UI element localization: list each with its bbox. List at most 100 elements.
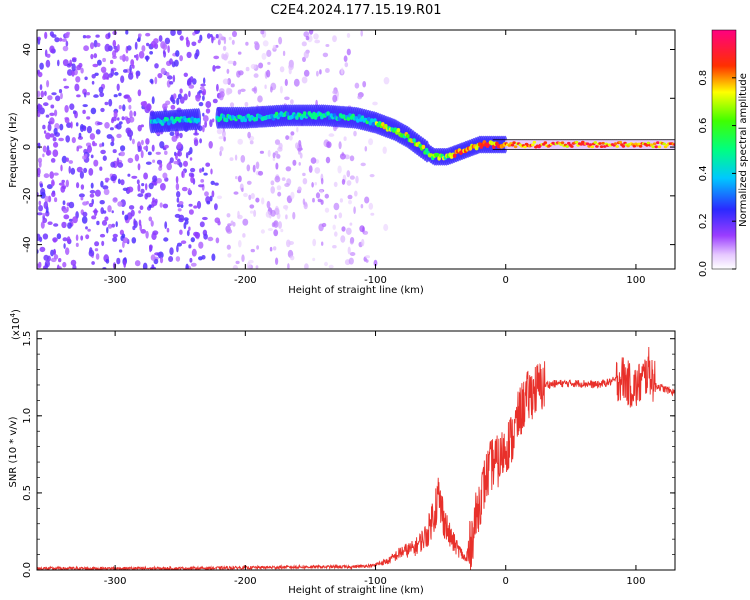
- spectrogram-speckle: [129, 110, 133, 119]
- spectrogram-speckle: [223, 36, 227, 45]
- spectrogram-speckle: [62, 261, 67, 268]
- spectrogram-speckle: [60, 185, 66, 193]
- spectrogram-speckle: [341, 226, 346, 232]
- spectrogram-speckle: [75, 76, 81, 83]
- x-tick-label: 0: [503, 576, 509, 587]
- snr-y-label: SNR (10 * v/v): [8, 416, 19, 487]
- ridge-core: [326, 111, 330, 116]
- spectrogram-speckle: [136, 179, 140, 185]
- spectrogram-speckle: [340, 67, 344, 75]
- spectrogram-speckle: [288, 241, 295, 245]
- spectrogram-speckle: [246, 164, 251, 172]
- spectrogram-speckle: [44, 263, 48, 269]
- spectrogram-speckle: [53, 172, 59, 176]
- spectrogram-speckle: [232, 30, 237, 38]
- spectrogram-speckle: [214, 182, 219, 186]
- spectrogram-speckle: [262, 40, 269, 47]
- spectrogram-speckle: [249, 204, 255, 209]
- spectrogram-speckle: [302, 198, 306, 205]
- spectrogram-speckle: [181, 171, 184, 178]
- ridge-core: [510, 143, 515, 147]
- spectrogram-speckle: [145, 230, 149, 239]
- spectrogram-speckle: [65, 135, 70, 143]
- spectrogram-speckle: [87, 145, 92, 154]
- spectrogram-speckle: [325, 44, 330, 47]
- spectrogram-speckle: [205, 108, 211, 114]
- spectrogram-speckle: [127, 186, 134, 193]
- spectrogram-speckle: [152, 159, 156, 163]
- spectrogram-speckle: [143, 172, 149, 180]
- colorbar-tick-label: 0.0: [698, 261, 709, 277]
- spectrogram-speckle: [383, 77, 390, 85]
- spectrogram-speckle: [45, 114, 50, 118]
- spectrogram-speckle: [74, 83, 80, 92]
- spectrogram-speckle: [199, 221, 205, 228]
- spectrogram-speckle: [85, 234, 90, 240]
- spectrogram-speckle: [163, 237, 169, 242]
- ridge-core: [165, 117, 169, 122]
- ridge-core: [651, 145, 655, 149]
- spectrogram-speckle: [122, 237, 129, 244]
- spectrogram-speckle: [90, 182, 94, 189]
- spectrogram-speckle: [113, 45, 118, 50]
- spectrogram-speckle: [121, 210, 125, 215]
- spectrogram-speckle: [198, 256, 203, 261]
- snr-panel: -300 -200 -100 0 100 0.0 0.5 1.0 1.5 Height of …: [8, 309, 676, 596]
- spectrogram-speckle: [344, 62, 349, 68]
- spectrogram-speckle: [40, 221, 45, 229]
- spectrogram-speckle: [117, 117, 120, 121]
- spectrogram-speckle: [179, 229, 183, 235]
- spectrogram-speckle: [42, 153, 45, 158]
- x-tick-label: -300: [104, 576, 127, 587]
- spectrogram-speckle: [228, 36, 232, 41]
- spectrogram-speckle: [179, 96, 185, 104]
- spectrogram-speckle: [109, 127, 114, 131]
- spectrogram-speckle: [235, 260, 240, 265]
- spectrogram-speckle: [93, 53, 98, 59]
- colorbar-gradient: [711, 29, 737, 270]
- spectrogram-speckle: [120, 145, 126, 152]
- spectrogram-speckle: [94, 241, 100, 247]
- spectrogram-speckle: [110, 161, 116, 168]
- ridge-core: [285, 112, 290, 117]
- spectrogram-speckle: [253, 41, 259, 45]
- spectrogram-speckle: [96, 42, 101, 48]
- spectrogram-speckle: [302, 172, 306, 177]
- spectrogram-speckle: [227, 60, 234, 65]
- spectrogram-speckle: [218, 93, 224, 101]
- spectrogram-speckle: [111, 173, 118, 181]
- spectrogram-speckle: [205, 162, 211, 167]
- spectrogram-speckle: [264, 84, 267, 90]
- spectrogram-speckle: [226, 244, 231, 250]
- spectrogram-speckle: [71, 70, 75, 77]
- spectrogram-speckle: [92, 63, 99, 68]
- spectrogram-speckle: [188, 244, 192, 249]
- spectrogram-speckle: [130, 59, 135, 67]
- ridge-core: [254, 116, 259, 122]
- spectrogram-speckle: [46, 184, 53, 190]
- spectrogram-speckle: [83, 92, 87, 98]
- spectrogram-speckle: [40, 191, 46, 199]
- spectrogram-speckle: [150, 220, 154, 227]
- colorbar-tick-label: 0.8: [698, 70, 709, 86]
- spectrogram-speckle: [255, 265, 259, 269]
- spectrogram-speckle: [180, 240, 187, 244]
- y-tick-label: 0.5: [22, 485, 33, 501]
- spectrogram-speckle: [116, 257, 121, 265]
- spectrogram-speckle: [153, 258, 159, 265]
- spectrogram-speckle: [168, 256, 174, 262]
- spectrogram-speckle: [65, 179, 70, 188]
- spectrogram-speckle: [196, 200, 202, 209]
- spectrogram-speckle: [349, 238, 354, 245]
- spectrogram-speckle: [170, 30, 176, 36]
- spectrogram-speckle: [194, 30, 199, 35]
- spectrogram-speckle: [365, 255, 370, 259]
- ridge-core: [593, 141, 598, 144]
- spectrogram-speckle: [324, 261, 328, 267]
- spectrogram-speckle: [274, 175, 281, 183]
- spectrogram-speckle: [78, 132, 82, 138]
- spectrogram-speckle: [241, 254, 245, 262]
- spectrogram-speckle: [164, 144, 169, 149]
- spectrogram-speckle: [123, 259, 127, 268]
- spectrogram-speckle: [107, 223, 113, 229]
